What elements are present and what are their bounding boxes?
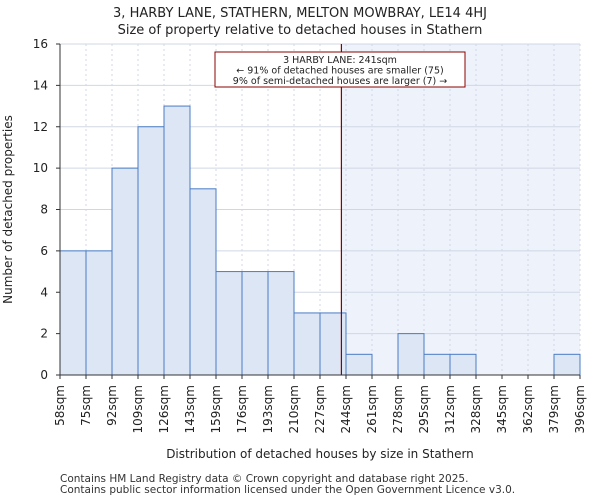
x-tick-label: 328sqm xyxy=(469,385,483,433)
y-axis-title: Number of detached properties xyxy=(1,115,15,304)
x-tick-label: 261sqm xyxy=(365,385,379,433)
y-tick-label: 10 xyxy=(33,161,48,175)
footer-copyright: Contains HM Land Registry data © Crown c… xyxy=(60,473,469,485)
y-tick-label: 16 xyxy=(33,37,48,51)
x-tick-label: 92sqm xyxy=(105,385,119,426)
histogram-bar xyxy=(111,167,139,376)
histogram-bar xyxy=(85,250,113,376)
x-tick-label: 126sqm xyxy=(157,385,171,433)
chart-title: 3, HARBY LANE, STATHERN, MELTON MOWBRAY,… xyxy=(113,6,487,21)
x-tick-label: 210sqm xyxy=(287,385,301,433)
histogram-bar xyxy=(215,271,243,376)
x-tick-label: 379sqm xyxy=(547,385,561,433)
x-tick-label: 109sqm xyxy=(131,385,145,433)
histogram-bar xyxy=(319,312,347,376)
histogram-bar xyxy=(241,271,269,376)
y-tick-label: 6 xyxy=(40,244,48,258)
histogram-bar xyxy=(345,353,373,376)
x-tick-label: 159sqm xyxy=(209,385,223,433)
x-tick-label: 362sqm xyxy=(521,385,535,433)
histogram-bar xyxy=(137,126,165,376)
histogram-bar xyxy=(267,271,295,376)
y-tick-label: 8 xyxy=(40,203,48,217)
histogram-bar xyxy=(397,333,425,376)
x-tick-label: 176sqm xyxy=(235,385,249,433)
histogram-bar xyxy=(163,105,191,376)
x-tick-label: 396sqm xyxy=(573,385,587,433)
x-tick-label: 278sqm xyxy=(391,385,405,433)
histogram-bar xyxy=(59,250,87,376)
annotation-larger: 9% of semi-detached houses are larger (7… xyxy=(233,76,447,87)
footer-licence: Contains public sector information licen… xyxy=(60,484,516,496)
histogram-bar xyxy=(189,188,217,376)
y-tick-label: 12 xyxy=(33,120,48,134)
histogram-bar xyxy=(553,353,581,376)
annotation-smaller: ← 91% of detached houses are smaller (75… xyxy=(236,66,443,77)
chart-subtitle: Size of property relative to detached ho… xyxy=(117,23,483,38)
x-tick-label: 227sqm xyxy=(313,385,327,433)
y-tick-label: 0 xyxy=(40,368,48,382)
histogram-bar xyxy=(293,312,321,376)
x-tick-label: 58sqm xyxy=(53,385,67,426)
x-tick-label: 312sqm xyxy=(443,385,457,433)
x-tick-label: 143sqm xyxy=(183,385,197,433)
y-tick-label: 2 xyxy=(40,327,48,341)
x-axis-title: Distribution of detached houses by size … xyxy=(166,447,474,461)
x-tick-label: 244sqm xyxy=(339,385,353,433)
x-tick-label: 75sqm xyxy=(79,385,93,426)
y-tick-label: 14 xyxy=(33,78,48,92)
histogram-bar xyxy=(423,353,451,376)
x-tick-label: 345sqm xyxy=(495,385,509,433)
x-tick-label: 295sqm xyxy=(417,385,431,433)
annotation-title: 3 HARBY LANE: 241sqm xyxy=(283,55,397,66)
y-tick-label: 4 xyxy=(40,285,48,299)
histogram-bar xyxy=(449,353,477,376)
annotation-box xyxy=(214,51,466,88)
x-tick-label: 193sqm xyxy=(261,385,275,433)
